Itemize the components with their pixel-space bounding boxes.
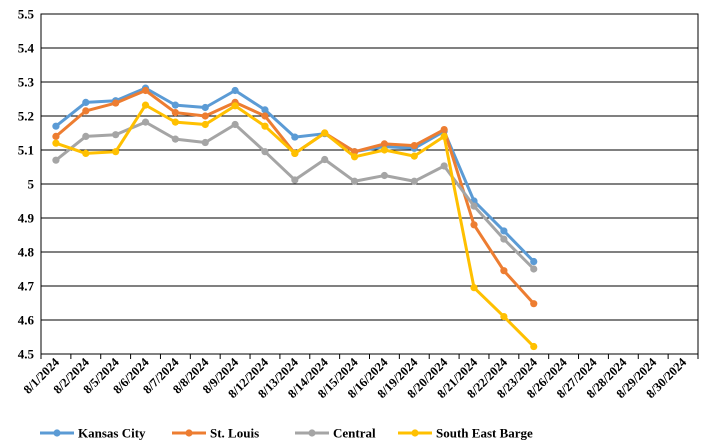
data-point-south-east-barge	[82, 149, 90, 157]
y-tick-label: 4.7	[18, 279, 35, 294]
data-point-kansas-city	[530, 257, 538, 266]
data-point-central	[171, 135, 179, 143]
data-point-south-east-barge	[141, 101, 150, 109]
data-point-central	[440, 162, 448, 170]
legend-marker-central	[308, 429, 316, 437]
data-point-south-east-barge	[380, 146, 389, 154]
legend-marker-south-east-barge	[411, 429, 419, 437]
data-point-central	[231, 120, 239, 129]
data-point-st-louis	[112, 99, 120, 107]
legend-item-central: Central	[295, 426, 376, 441]
data-point-st-louis	[380, 140, 389, 148]
legend-label-st-louis: St. Louis	[210, 426, 259, 441]
legend-item-kansas-city: Kansas City	[40, 426, 146, 441]
data-point-st-louis	[52, 132, 60, 140]
data-point-kansas-city	[291, 133, 299, 141]
data-point-south-east-barge	[261, 122, 269, 130]
legend-item-south-east-barge: South East Barge	[398, 426, 533, 441]
data-point-st-louis	[82, 107, 90, 115]
data-point-central	[321, 155, 329, 164]
data-point-kansas-city	[201, 103, 209, 112]
data-point-south-east-barge	[530, 342, 538, 351]
data-point-kansas-city	[82, 98, 90, 106]
data-point-south-east-barge	[231, 102, 239, 110]
data-point-south-east-barge	[350, 153, 359, 161]
data-point-central	[201, 138, 209, 147]
data-point-central	[410, 177, 418, 185]
data-point-central	[380, 171, 389, 180]
data-point-south-east-barge	[500, 313, 508, 321]
data-point-central	[52, 156, 60, 164]
data-point-kansas-city	[171, 101, 179, 109]
data-point-st-louis	[201, 112, 209, 120]
series-line-central	[54, 120, 536, 271]
y-tick-label: 5.5	[18, 7, 35, 22]
legend-marker-st-louis	[185, 429, 193, 437]
data-point-south-east-barge	[470, 284, 478, 292]
data-point-st-louis	[530, 300, 538, 308]
series-lines	[52, 84, 538, 351]
gridlines	[41, 13, 698, 355]
y-tick-label: 5.3	[18, 75, 35, 90]
data-point-central	[470, 202, 478, 210]
legend-item-st-louis: St. Louis	[172, 426, 259, 441]
data-point-south-east-barge	[321, 129, 329, 137]
data-point-south-east-barge	[410, 152, 418, 160]
data-point-central	[500, 235, 508, 243]
data-point-st-louis	[171, 109, 179, 117]
data-point-st-louis	[470, 221, 478, 229]
data-point-south-east-barge	[52, 139, 60, 147]
data-point-central	[112, 131, 120, 139]
y-tick-label: 4.8	[18, 245, 35, 260]
axes: 5.55.45.35.25.154.94.84.74.64.58/1/20248…	[18, 7, 699, 401]
y-tick-label: 4.9	[18, 211, 35, 226]
data-point-south-east-barge	[112, 148, 120, 156]
data-point-central	[530, 265, 538, 273]
data-point-kansas-city	[231, 86, 239, 95]
data-point-south-east-barge	[440, 132, 448, 140]
data-point-st-louis	[410, 141, 418, 150]
data-point-south-east-barge	[201, 120, 209, 129]
data-point-central	[291, 176, 299, 184]
y-tick-label: 4.5	[18, 347, 35, 362]
data-point-south-east-barge	[171, 118, 179, 126]
series-line-south-east-barge	[54, 103, 536, 349]
data-point-kansas-city	[52, 122, 60, 130]
data-point-st-louis	[440, 126, 448, 134]
legend-label-central: Central	[333, 426, 376, 441]
legend: Kansas City St. Louis Central South East Ba…	[40, 426, 533, 441]
y-tick-label: 5.1	[18, 143, 34, 158]
data-point-st-louis	[261, 112, 269, 120]
y-tick-label: 5.4	[18, 41, 35, 56]
legend-label-south-east-barge: South East Barge	[436, 426, 533, 441]
y-tick-label: 5.2	[18, 109, 34, 124]
data-point-central	[141, 118, 150, 126]
y-tick-label: 5	[28, 177, 35, 192]
legend-marker-kansas-city	[53, 429, 61, 437]
data-point-kansas-city	[261, 106, 269, 114]
data-point-kansas-city	[500, 227, 508, 235]
series-line-kansas-city	[54, 86, 536, 264]
data-point-st-louis	[141, 86, 150, 95]
data-point-central	[261, 148, 269, 156]
legend-label-kansas-city: Kansas City	[78, 426, 146, 441]
data-point-south-east-barge	[291, 149, 299, 157]
y-tick-label: 4.6	[18, 313, 35, 328]
data-point-central	[82, 132, 90, 140]
data-point-central	[350, 177, 359, 185]
data-point-st-louis	[500, 267, 508, 275]
series-line-st-louis	[54, 89, 536, 306]
